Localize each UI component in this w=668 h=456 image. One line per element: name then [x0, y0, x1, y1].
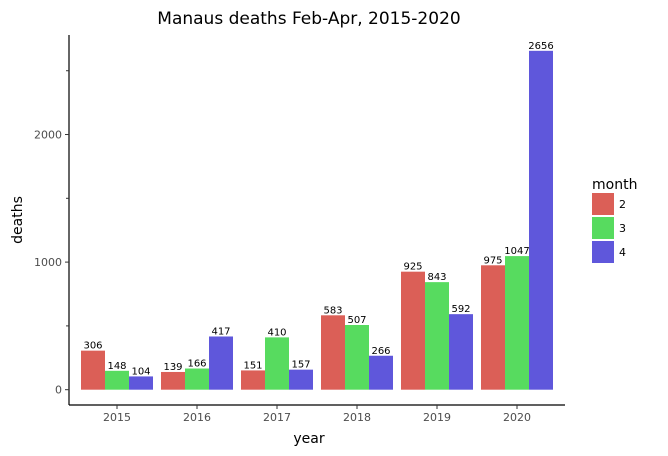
bars-group [81, 50, 553, 390]
x-axis-title: year [293, 431, 324, 447]
x-tick-label: 2019 [423, 411, 451, 424]
x-tick-label: 2017 [263, 411, 291, 424]
x-tick-label: 2018 [343, 411, 371, 424]
bar-2016-month-4 [209, 336, 233, 390]
bar-2019-month-3 [425, 282, 449, 390]
bar-2019-month-2 [401, 271, 425, 390]
legend: month 2 3 4 [592, 177, 637, 263]
bar-2020-month-4 [529, 50, 553, 390]
bar-2015-month-4 [129, 376, 153, 390]
y-tick-label: 1000 [34, 256, 62, 269]
legend-swatch-month-3 [592, 217, 614, 239]
bar-2017-month-3 [265, 337, 289, 390]
data-label: 1047 [504, 246, 529, 257]
data-label: 166 [187, 359, 206, 370]
legend-swatch-month-2 [592, 193, 614, 215]
data-label: 151 [243, 360, 262, 371]
data-label: 975 [483, 255, 502, 266]
bar-2017-month-4 [289, 369, 313, 390]
legend-swatch-month-4 [592, 241, 614, 263]
legend-label: 2 [619, 198, 626, 211]
y-ticks-group: 0 1000 2000 [34, 70, 69, 397]
data-label: 843 [427, 272, 446, 283]
data-label: 2656 [528, 41, 553, 52]
data-label: 157 [291, 360, 310, 371]
bar-2018-month-4 [369, 355, 393, 390]
bar-2020-month-2 [481, 265, 505, 390]
legend-label: 4 [619, 246, 626, 259]
bar-2017-month-2 [241, 370, 265, 390]
y-tick-label: 2000 [34, 129, 62, 142]
x-tick-label: 2015 [103, 411, 131, 424]
chart-title: Manaus deaths Feb-Apr, 2015-2020 [157, 9, 460, 29]
data-label: 507 [347, 315, 366, 326]
legend-label: 3 [619, 222, 626, 235]
bar-2016-month-2 [161, 371, 185, 390]
data-labels-group: 306 139 151 583 925 975 148 166 410 507 843 1047 104… [83, 41, 553, 378]
x-tick-label: 2016 [183, 411, 211, 424]
bar-2020-month-3 [505, 256, 529, 390]
x-tick-label: 2020 [503, 411, 531, 424]
bar-2015-month-2 [81, 350, 105, 390]
y-axis-title: deaths [10, 196, 26, 244]
data-label: 925 [403, 262, 422, 273]
data-label: 104 [131, 366, 150, 377]
data-label: 417 [211, 326, 230, 337]
data-label: 410 [267, 327, 286, 338]
bar-2015-month-3 [105, 370, 129, 390]
bar-2019-month-4 [449, 314, 473, 390]
data-label: 306 [83, 341, 102, 352]
legend-title: month [592, 177, 637, 193]
bar-2018-month-2 [321, 315, 345, 390]
x-ticks-group: 2015 2016 2017 2018 2019 2020 [103, 405, 531, 424]
data-label: 148 [107, 361, 126, 372]
data-label: 592 [451, 304, 470, 315]
bar-2018-month-3 [345, 325, 369, 390]
bar-2016-month-3 [185, 368, 209, 390]
data-label: 266 [371, 346, 390, 357]
data-label: 583 [323, 305, 342, 316]
data-label: 139 [163, 362, 182, 373]
y-tick-label: 0 [55, 384, 62, 397]
